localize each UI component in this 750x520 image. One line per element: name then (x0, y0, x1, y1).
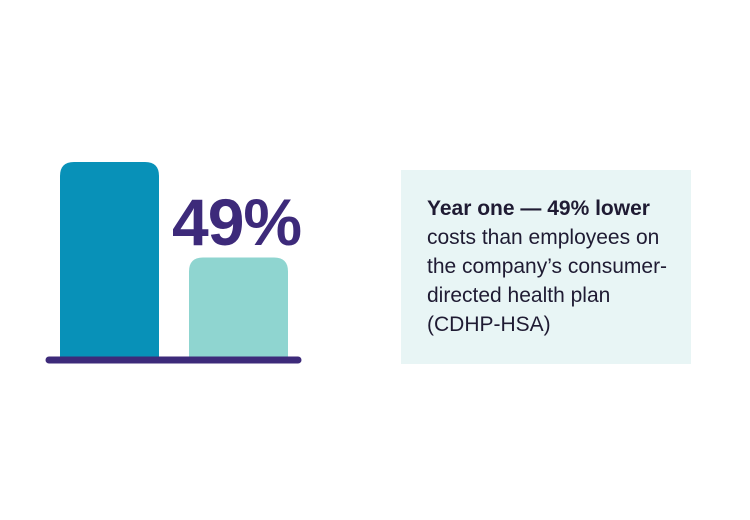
bar-2 (189, 257, 288, 357)
callout-lead: Year one — 49% lower (427, 197, 650, 220)
callout-box: Year one — 49% lower costs than employee… (401, 170, 691, 364)
callout-body: costs than employees on the company’s co… (427, 226, 668, 336)
percent-annotation: 49% (172, 185, 302, 259)
bar-1 (60, 162, 159, 357)
